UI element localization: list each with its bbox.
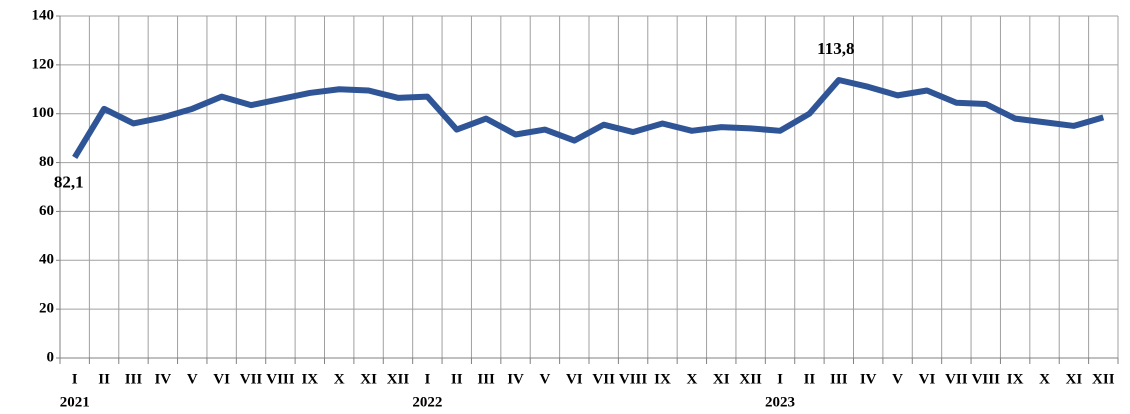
x-tick-label: XI xyxy=(360,371,377,387)
x-tick-label: III xyxy=(477,371,495,387)
data-label: 82,1 xyxy=(54,172,84,191)
x-tick-label: VIII xyxy=(972,371,1001,387)
x-tick-label: XII xyxy=(387,371,410,387)
y-tick-label: 140 xyxy=(32,7,55,23)
x-tick-label: IX xyxy=(1007,371,1024,387)
year-label: 2021 xyxy=(60,394,90,410)
x-tick-label: I xyxy=(424,371,430,387)
x-tick-label: IV xyxy=(860,371,877,387)
x-tick-label: XII xyxy=(1092,371,1115,387)
x-tick-label: VII xyxy=(240,371,263,387)
x-tick-label: VI xyxy=(566,371,583,387)
x-tick-label: VI xyxy=(213,371,230,387)
year-label: 2023 xyxy=(765,394,795,410)
x-tick-label: III xyxy=(125,371,143,387)
x-tick-label: VIII xyxy=(266,371,295,387)
x-tick-label: I xyxy=(72,371,78,387)
data-line xyxy=(72,77,1105,159)
x-tick-label: V xyxy=(539,371,550,387)
x-tick-label: VI xyxy=(919,371,936,387)
y-tick-label: 80 xyxy=(39,154,54,170)
x-tick-label: X xyxy=(1039,371,1050,387)
x-tick-label: VII xyxy=(945,371,968,387)
x-tick-label: XI xyxy=(713,371,730,387)
x-tick-label: II xyxy=(451,371,463,387)
year-label: 2022 xyxy=(412,394,442,410)
x-tick-label: IV xyxy=(507,371,524,387)
x-tick-label: XI xyxy=(1066,371,1083,387)
x-tick-label: I xyxy=(777,371,783,387)
y-tick-label: 100 xyxy=(32,105,55,121)
x-tick-label: II xyxy=(98,371,110,387)
x-tick-label: X xyxy=(686,371,697,387)
x-tick-label: XII xyxy=(739,371,762,387)
y-tick-label: 60 xyxy=(39,203,54,219)
x-tick-label: V xyxy=(892,371,903,387)
y-tick-label: 0 xyxy=(47,349,55,365)
x-tick-label: V xyxy=(187,371,198,387)
x-tick-label: II xyxy=(804,371,816,387)
x-tick-label: IX xyxy=(654,371,671,387)
data-label: 113,8 xyxy=(817,39,854,58)
x-tick-label: III xyxy=(830,371,848,387)
y-tick-label: 40 xyxy=(39,252,54,268)
x-tick-label: VII xyxy=(592,371,615,387)
x-tick-label: IX xyxy=(301,371,318,387)
y-tick-label: 120 xyxy=(32,56,55,72)
y-tick-label: 20 xyxy=(39,301,54,317)
x-tick-label: VIII xyxy=(619,371,648,387)
x-tick-label: X xyxy=(334,371,345,387)
x-tick-label: IV xyxy=(155,371,172,387)
